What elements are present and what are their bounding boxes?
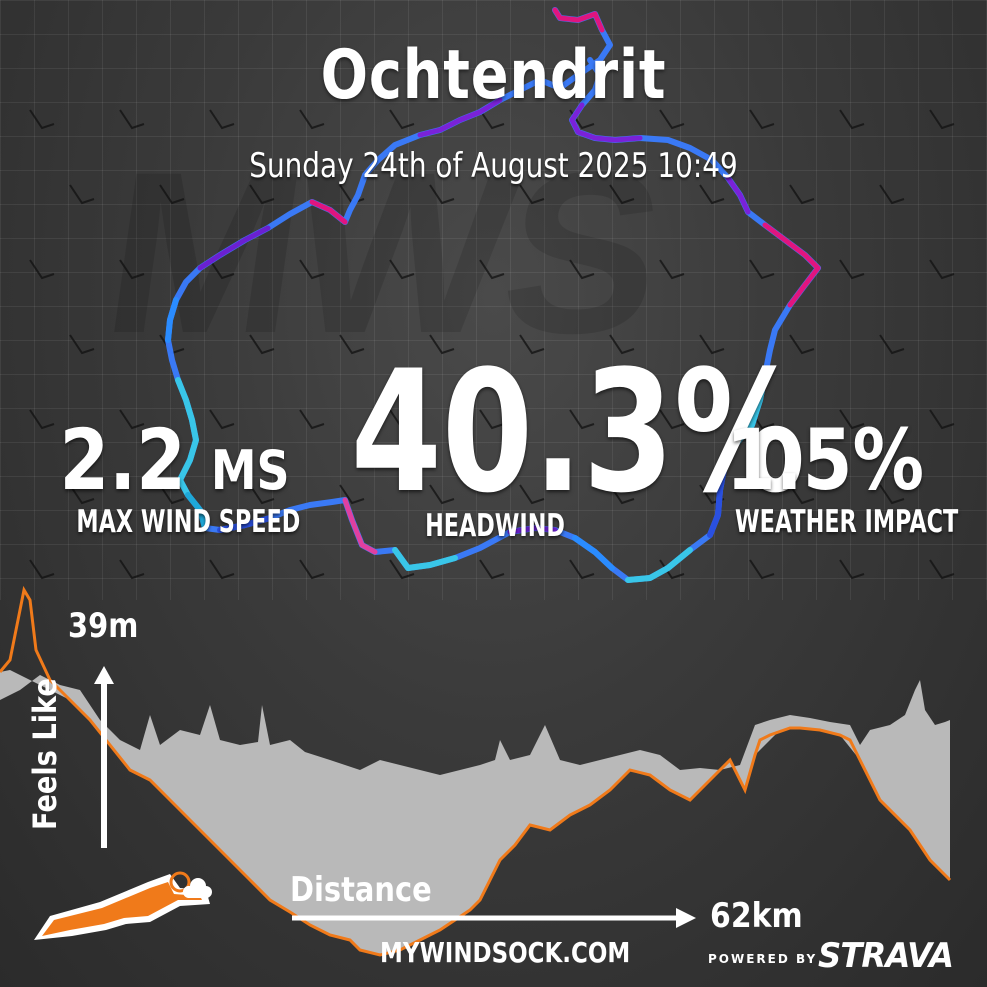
wind-arrow-icon [700,185,724,203]
mywindsock-logo-icon [30,860,220,960]
wind-arrow-icon [520,185,544,203]
wind-arrow-icon [880,185,904,203]
wind-arrow-icon [660,260,684,278]
activity-title: Ochtendrit [89,36,898,115]
wind-arrow-icon [30,260,54,278]
feels-like-axis-label: Feels Like [26,678,64,830]
wind-arrow-icon [250,185,274,203]
wind-arrow-icon [930,110,954,128]
wind-arrow-icon [70,185,94,203]
wind-arrow-icon [570,260,594,278]
wind-arrow-icon [840,260,864,278]
distance-axis-label: Distance [290,870,432,910]
wind-arrow-icon [880,335,904,353]
wind-arrow-icon [750,560,774,578]
wind-arrow-icon [300,560,324,578]
wind-arrow-icon [120,560,144,578]
wind-arrow-icon [120,260,144,278]
headwind-label: HEADWIND [362,508,628,544]
weather-impact-value: 1.5% [719,418,932,502]
wind-arrow-icon [930,260,954,278]
distance-value: 62km [710,896,803,936]
wind-arrow-icon [30,110,54,128]
max-wind-speed-stat: 2.2 MS MAX WIND SPEED [40,418,300,540]
activity-date: Sunday 24th of August 2025 10:49 [89,146,898,186]
site-url: MYWINDSOCK.COM [380,936,630,969]
max-wind-speed-label: MAX WIND SPEED [76,504,263,540]
headwind-value: 40.3% [351,348,640,516]
strava-logo: STRAVA [818,936,953,976]
wind-arrow-icon [930,560,954,578]
powered-by-label: POWERED BY [708,952,817,966]
arrow-up-icon [94,666,114,684]
wind-arrow-icon [70,335,94,353]
elevation-max-label: 39m [68,606,138,646]
weather-impact-stat: 1.5% WEATHER IMPACT [700,418,950,540]
wind-arrow-icon [430,185,454,203]
max-wind-speed-value: 2.2 MS [60,418,281,502]
headwind-stat: 40.3% HEADWIND [310,348,680,544]
wind-arrow-icon [30,560,54,578]
wind-arrow-icon [250,335,274,353]
wind-arrow-icon [300,260,324,278]
weather-impact-label: WEATHER IMPACT [735,504,915,540]
wind-arrow-icon [610,185,634,203]
wind-arrow-icon [790,185,814,203]
y-axis-arrow [94,666,114,848]
arrow-right-icon [676,908,696,928]
wind-arrow-icon [210,560,234,578]
wind-arrow-icon [390,260,414,278]
wind-arrow-icon [480,560,504,578]
wind-arrow-icon [750,260,774,278]
wind-arrow-icon [840,560,864,578]
wind-arrow-icon [480,260,504,278]
wind-arrow-icon [160,185,184,203]
wind-arrow-icon [570,560,594,578]
